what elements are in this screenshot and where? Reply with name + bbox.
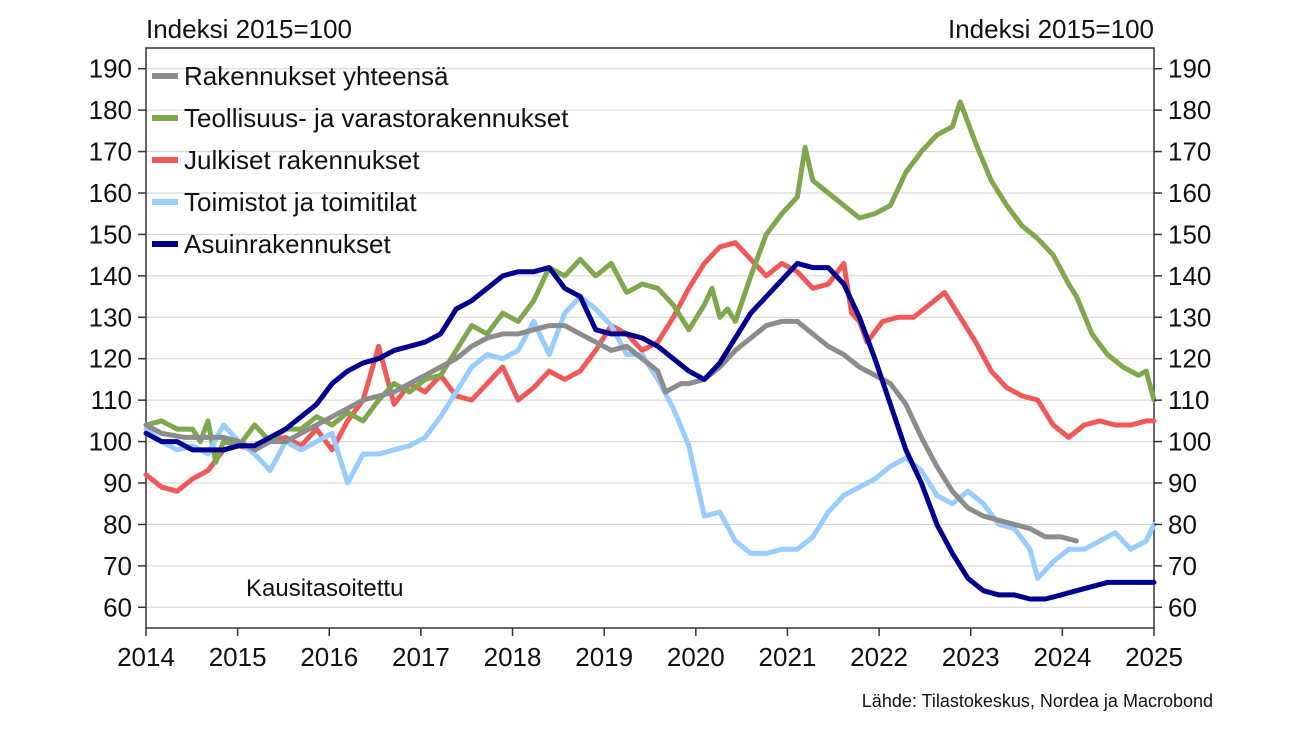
right-y-tick-label: 60	[1168, 592, 1197, 622]
left-y-tick-label: 130	[89, 302, 132, 332]
right-y-tick-label: 90	[1168, 468, 1197, 498]
series-line	[143, 99, 1157, 465]
left-y-tick-label: 120	[89, 344, 132, 374]
right-y-tick-label: 180	[1168, 95, 1211, 125]
series-line	[143, 260, 1157, 602]
left-y-tick-label: 60	[103, 592, 132, 622]
chart-note: Kausitasoitettu	[246, 575, 403, 602]
series-layer	[143, 99, 1157, 602]
right-y-tick-label: 70	[1168, 551, 1197, 581]
series-line	[143, 240, 1157, 494]
right-y-tick-label: 170	[1168, 137, 1211, 167]
gridlines	[146, 68, 1154, 608]
right-y-tick-label: 120	[1168, 344, 1211, 374]
legend-label: Julkiset rakennukset	[184, 145, 420, 175]
left-y-tick-label: 100	[89, 427, 132, 457]
right-y-tick-label: 190	[1168, 54, 1211, 84]
x-tick-label: 2019	[575, 642, 633, 672]
x-tick-label: 2017	[392, 642, 450, 672]
ticks: 60 60 70 70 80 80 90 90 100 100 110 110 120 120 130 130…	[89, 54, 1212, 672]
left-y-tick-label: 80	[103, 509, 132, 539]
x-tick-label: 2024	[1033, 642, 1091, 672]
x-tick-label: 2023	[942, 642, 1000, 672]
left-y-tick-label: 90	[103, 468, 132, 498]
right-y-tick-label: 110	[1168, 385, 1209, 415]
legend-label: Toimistot ja toimitilat	[184, 187, 417, 217]
x-tick-label: 2018	[484, 642, 542, 672]
x-tick-label: 2014	[117, 642, 175, 672]
left-y-tick-label: 150	[89, 219, 132, 249]
right-y-tick-label: 100	[1168, 427, 1211, 457]
left-y-tick-label: 180	[89, 95, 132, 125]
series-line	[143, 318, 1079, 544]
source-text: Lähde: Tilastokeskus, Nordea ja Macrobon…	[862, 691, 1213, 711]
legend-label: Asuinrakennukset	[184, 229, 391, 259]
right-y-tick-label: 140	[1168, 261, 1211, 291]
left-y-tick-label: 140	[89, 261, 132, 291]
right-y-tick-label: 80	[1168, 509, 1197, 539]
x-tick-label: 2015	[209, 642, 267, 672]
legend-label: Rakennukset yhteensä	[184, 61, 449, 91]
plot-frame	[145, 47, 1155, 629]
left-y-tick-label: 110	[91, 385, 132, 415]
left-y-tick-label: 190	[89, 54, 132, 84]
x-tick-label: 2025	[1125, 642, 1183, 672]
x-tick-label: 2020	[667, 642, 725, 672]
left-axis-title: Indeksi 2015=100	[146, 14, 352, 44]
left-y-tick-label: 160	[89, 178, 132, 208]
right-y-tick-label: 160	[1168, 178, 1211, 208]
right-y-tick-label: 150	[1168, 219, 1211, 249]
legend-label: Teollisuus- ja varastorakennukset	[184, 103, 569, 133]
x-tick-label: 2016	[300, 642, 358, 672]
left-y-tick-label: 70	[103, 551, 132, 581]
left-y-tick-label: 170	[89, 137, 132, 167]
legend: Rakennukset yhteensä Teollisuus- ja varas…	[152, 61, 569, 259]
x-tick-label: 2021	[759, 642, 817, 672]
series-line	[143, 294, 1157, 581]
right-axis-title: Indeksi 2015=100	[948, 14, 1154, 44]
right-y-tick-label: 130	[1168, 302, 1211, 332]
x-tick-label: 2022	[850, 642, 908, 672]
